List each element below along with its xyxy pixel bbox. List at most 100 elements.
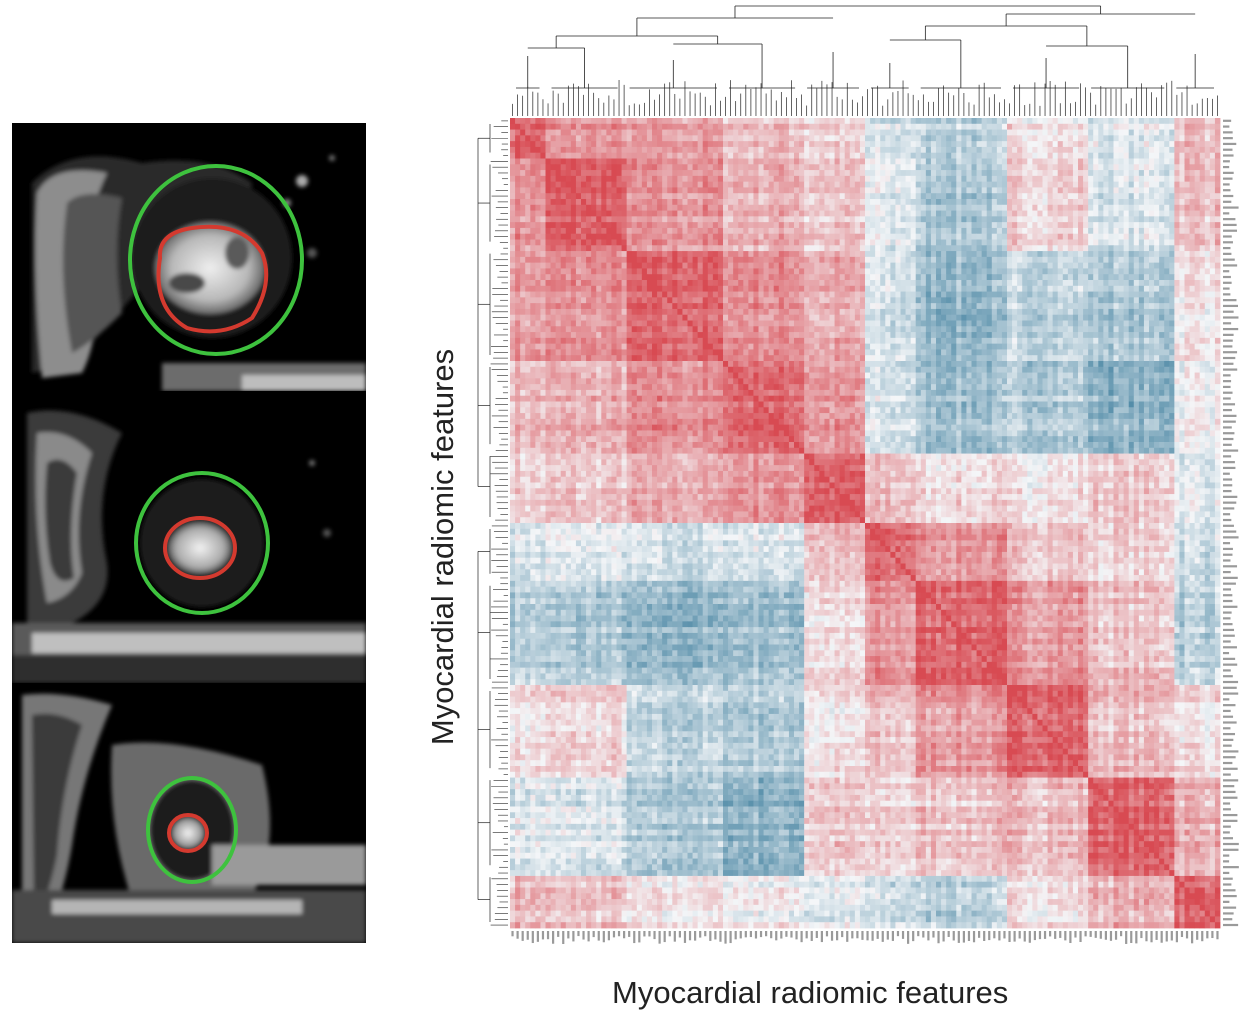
heatmap-cell <box>1067 181 1074 188</box>
heatmap-cell <box>1133 291 1140 298</box>
heatmap-cell <box>1067 303 1074 310</box>
heatmap-cell <box>707 210 714 217</box>
heatmap-cell <box>875 118 881 125</box>
heatmap-cell <box>596 118 602 125</box>
heatmap-cell <box>778 123 785 130</box>
heatmap-cell <box>707 129 714 136</box>
heatmap-cell <box>1164 297 1170 304</box>
heatmap-cell <box>1199 123 1206 130</box>
heatmap-cell <box>753 222 759 229</box>
heatmap-cell <box>510 141 516 148</box>
heatmap-cell <box>859 239 866 246</box>
heatmap-cell <box>555 181 562 188</box>
heatmap-cell <box>586 146 592 154</box>
heatmap-cell <box>1108 164 1114 171</box>
heatmap-cell <box>657 152 663 159</box>
heatmap-cell <box>1143 239 1150 246</box>
heatmap-cell <box>1001 280 1008 287</box>
heatmap-cell <box>930 262 937 269</box>
heatmap-cell <box>712 233 719 240</box>
heatmap-cell <box>540 123 546 130</box>
heatmap-cell <box>646 193 653 200</box>
heatmap-cell <box>550 210 557 217</box>
heatmap-cell <box>1179 123 1185 130</box>
heatmap-cell <box>591 152 597 159</box>
heatmap-cell <box>930 227 937 235</box>
heatmap-cell <box>530 308 536 316</box>
heatmap-cell <box>646 175 653 183</box>
heatmap-cell <box>1194 280 1201 287</box>
heatmap-cell <box>1194 256 1201 264</box>
heatmap-cell <box>1194 152 1201 159</box>
heatmap-cell <box>895 135 901 142</box>
heatmap-cell <box>601 118 607 125</box>
heatmap-cell <box>1037 123 1043 130</box>
heatmap-cell <box>692 280 699 287</box>
heatmap-cell <box>697 256 704 264</box>
heatmap-cell <box>1022 129 1028 136</box>
heatmap-cell <box>900 210 906 217</box>
heatmap-cell <box>1062 193 1069 200</box>
heatmap-cell <box>728 256 734 264</box>
heatmap-cell <box>1204 227 1211 235</box>
heatmap-cell <box>986 135 993 142</box>
heatmap-cell <box>870 251 876 258</box>
heatmap-cell <box>819 135 825 142</box>
heatmap-cell <box>875 222 881 229</box>
heatmap-cell <box>1037 239 1043 246</box>
heatmap-cell <box>1083 222 1089 229</box>
heatmap-cell <box>1143 135 1150 142</box>
heatmap-cell <box>941 141 947 148</box>
heatmap-cell <box>794 297 800 304</box>
heatmap-cell <box>1001 303 1008 310</box>
heatmap-cell <box>870 227 876 235</box>
mri-slice-mid-image <box>12 393 366 683</box>
heatmap-cell <box>976 123 983 130</box>
heatmap-cell <box>1108 227 1114 235</box>
heatmap-cell <box>1088 170 1094 177</box>
heatmap-cell <box>596 175 602 183</box>
heatmap-cell <box>1209 262 1216 269</box>
heatmap-cell <box>885 175 891 183</box>
heatmap-cell <box>859 152 866 159</box>
heatmap-cell <box>839 210 846 217</box>
heatmap-cell <box>1012 274 1018 281</box>
heatmap-cell <box>880 152 886 159</box>
heatmap-cell <box>1027 118 1033 125</box>
heatmap-cell <box>930 141 937 148</box>
heatmap-cell <box>865 291 871 298</box>
heatmap-cell <box>581 274 587 281</box>
heatmap-cell <box>794 210 800 217</box>
heatmap-cell <box>697 274 704 281</box>
heatmap-cell <box>920 256 927 264</box>
heatmap-cell <box>626 268 633 275</box>
heatmap-cell <box>535 285 541 292</box>
heatmap-cell <box>768 129 775 136</box>
heatmap-cell <box>1108 210 1114 217</box>
heatmap-cell <box>1037 280 1043 287</box>
heatmap-cell <box>794 245 800 252</box>
heatmap-cell <box>596 222 602 229</box>
heatmap-cell <box>611 268 617 275</box>
heatmap-cell <box>646 274 653 281</box>
heatmap-cell <box>616 118 622 125</box>
heatmap-cell <box>885 193 891 200</box>
heatmap-cell <box>1042 164 1048 171</box>
heatmap-cell <box>1067 280 1074 287</box>
heatmap-cell <box>915 193 922 200</box>
heatmap-cell <box>662 199 668 206</box>
heatmap-cell <box>601 227 607 235</box>
heatmap-cell <box>778 239 785 246</box>
heatmap-cell <box>555 210 562 217</box>
heatmap-cell <box>677 291 683 298</box>
heatmap-cell <box>1113 303 1119 310</box>
heatmap-cell <box>717 123 724 130</box>
heatmap-cell <box>880 146 886 154</box>
heatmap-cell <box>809 175 815 183</box>
heatmap-cell <box>1078 170 1084 177</box>
heatmap-cell <box>814 274 820 281</box>
heatmap-cell <box>525 193 531 200</box>
heatmap-cell <box>1154 251 1160 258</box>
heatmap-cell <box>1128 187 1135 194</box>
heatmap-cell <box>1169 262 1175 269</box>
